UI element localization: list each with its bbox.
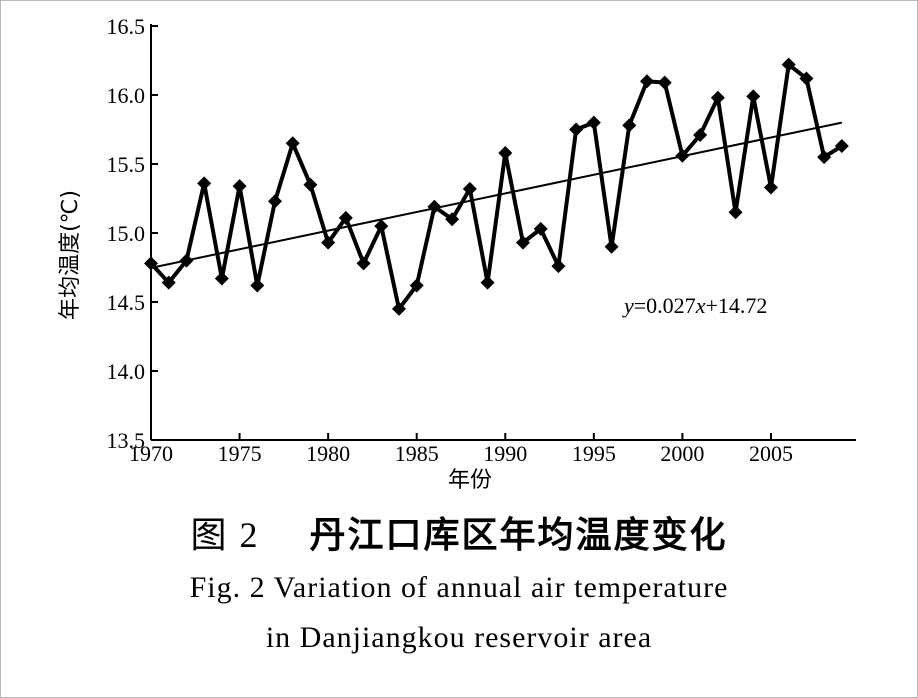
data-point-marker bbox=[427, 199, 442, 214]
data-point-marker bbox=[232, 179, 247, 194]
x-tick-label: 1990 bbox=[483, 441, 527, 466]
data-point-marker bbox=[498, 145, 513, 160]
data-point-marker bbox=[515, 235, 530, 250]
trendline-equation: y=0.027x+14.72 bbox=[622, 293, 767, 318]
data-point-marker bbox=[569, 122, 584, 137]
caption-english-line1: Fig. 2 Variation of annual air temperatu… bbox=[189, 571, 729, 604]
y-tick-label: 16.5 bbox=[107, 14, 146, 39]
x-tick-label: 1985 bbox=[395, 441, 439, 466]
data-point-marker bbox=[799, 71, 814, 86]
data-point-marker bbox=[338, 210, 353, 225]
y-tick-labels: 13.5 14.0 14.5 15.0 15.5 16.0 16.5 bbox=[107, 14, 146, 453]
x-tick-label: 1995 bbox=[572, 441, 616, 466]
data-point-marker bbox=[622, 118, 637, 133]
data-point-marker bbox=[250, 278, 265, 293]
caption-chinese-text: 丹江口库区年均温度变化 bbox=[309, 515, 728, 556]
data-point-marker bbox=[267, 194, 282, 209]
x-tick-labels: 1970 1975 1980 1985 1990 1995 2000 2005 bbox=[129, 441, 793, 466]
data-point-marker bbox=[657, 75, 672, 90]
x-axis-label: 年份 bbox=[448, 468, 492, 493]
data-point-marker bbox=[409, 278, 424, 293]
data-point-marker bbox=[356, 256, 371, 271]
x-tick-label: 1980 bbox=[306, 441, 350, 466]
eq-x: x bbox=[695, 293, 706, 318]
eq-coef: =0.027 bbox=[634, 293, 696, 318]
series-line-annual-temperature bbox=[149, 62, 843, 311]
y-tick-label: 15.0 bbox=[107, 221, 146, 246]
data-point-marker bbox=[834, 139, 849, 154]
temperature-line-chart: 13.5 14.0 14.5 15.0 15.5 16.0 16.5 1970 1975 198… bbox=[58, 14, 856, 493]
data-point-marker bbox=[533, 221, 548, 236]
data-point-marker bbox=[303, 177, 318, 192]
y-tick-label: 16.0 bbox=[107, 83, 146, 108]
caption-english-line2: in Danjiangkou reservoir area bbox=[265, 621, 653, 654]
data-point-marker bbox=[391, 301, 406, 316]
data-point-marker bbox=[462, 181, 477, 196]
data-point-marker bbox=[675, 148, 690, 163]
data-point-marker bbox=[161, 275, 176, 290]
data-point-marker bbox=[321, 235, 336, 250]
data-point-marker bbox=[693, 128, 708, 143]
data-point-marker bbox=[728, 205, 743, 220]
eq-y: y bbox=[622, 293, 634, 318]
caption-chinese: 图 2 丹江口库区年均温度变化 bbox=[0, 506, 918, 558]
data-point-marker bbox=[586, 115, 601, 130]
data-point-marker bbox=[445, 212, 460, 227]
caption-figure-number: 图 2 bbox=[190, 515, 260, 555]
data-point-marker bbox=[285, 136, 300, 151]
data-point-marker bbox=[763, 180, 778, 195]
y-tick-label: 14.0 bbox=[107, 359, 146, 384]
x-tick-label: 2000 bbox=[660, 441, 704, 466]
chart-axes bbox=[150, 24, 856, 441]
data-point-marker bbox=[374, 219, 389, 234]
data-point-marker bbox=[710, 90, 725, 105]
data-point-marker bbox=[817, 150, 832, 165]
y-tick-label: 14.5 bbox=[107, 290, 146, 315]
data-point-marker bbox=[604, 239, 619, 254]
x-tick-label: 1975 bbox=[218, 441, 262, 466]
y-tick-label: 13.5 bbox=[107, 428, 146, 453]
data-point-marker bbox=[179, 253, 194, 268]
data-point-marker bbox=[480, 275, 495, 290]
data-point-marker bbox=[197, 176, 212, 191]
data-point-marker bbox=[639, 74, 654, 89]
x-tick-label: 1970 bbox=[129, 441, 173, 466]
data-point-marker bbox=[144, 256, 158, 271]
data-point-marker bbox=[551, 259, 566, 274]
data-markers bbox=[144, 57, 849, 316]
data-point-marker bbox=[214, 271, 229, 286]
data-point-marker bbox=[781, 57, 796, 72]
data-point-marker bbox=[746, 89, 761, 104]
eq-const: +14.72 bbox=[705, 293, 767, 318]
x-tick-label: 2005 bbox=[749, 441, 793, 466]
y-axis-label: 年均温度(℃) bbox=[58, 190, 83, 320]
y-tick-label: 15.5 bbox=[107, 152, 146, 177]
